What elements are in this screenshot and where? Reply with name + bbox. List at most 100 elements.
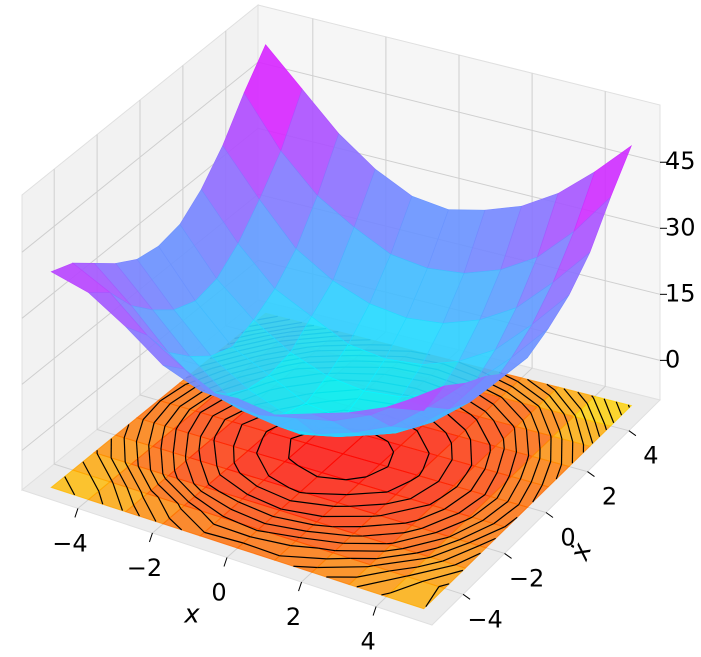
contour-line <box>256 437 264 454</box>
contour-line <box>112 482 124 511</box>
contour-line <box>527 378 550 396</box>
contour-line <box>470 413 477 421</box>
contour-line <box>456 473 467 488</box>
contour-line <box>385 498 411 505</box>
contour-line <box>164 477 189 503</box>
contour-line <box>199 460 210 485</box>
contour-line <box>469 526 505 544</box>
z-tick-label: 15 <box>665 279 696 307</box>
z-tick-label: 30 <box>665 213 696 241</box>
contour-line <box>133 504 141 517</box>
contour-line <box>454 552 481 566</box>
x-tick <box>148 532 153 543</box>
contour-line <box>299 491 307 494</box>
x-tick-label: 2 <box>286 603 301 631</box>
contour-line <box>447 536 450 538</box>
surface-cell <box>386 385 445 411</box>
contour-line <box>376 552 417 560</box>
contour-line <box>126 487 135 506</box>
x-tick <box>298 581 303 592</box>
contour-line <box>89 475 100 492</box>
contour-line <box>493 420 504 440</box>
contour-line <box>537 405 541 408</box>
contour-line <box>299 536 344 544</box>
contour-line <box>417 560 443 568</box>
contour-line <box>438 459 453 482</box>
contour-line <box>627 404 630 408</box>
contour-line <box>526 455 530 462</box>
contour-line <box>64 476 76 496</box>
contour-line <box>290 500 334 507</box>
contour-line <box>543 400 553 411</box>
contour-line <box>530 458 541 483</box>
contour-line <box>522 420 528 430</box>
contour-line <box>349 503 386 507</box>
contour-line <box>187 412 201 434</box>
contour-line <box>293 565 318 569</box>
contour-line <box>172 452 176 471</box>
contour-line <box>153 403 171 424</box>
contour-line <box>361 522 406 528</box>
contour-line <box>257 529 269 534</box>
contour-line <box>123 424 130 438</box>
contour-line <box>213 435 216 441</box>
y-tick <box>545 512 554 518</box>
contour-line <box>175 424 180 430</box>
contour-line <box>465 464 473 475</box>
contour-line <box>247 493 282 510</box>
contour-line <box>469 439 473 466</box>
contour-line <box>459 523 495 541</box>
contour-line <box>492 403 514 427</box>
contour-line <box>404 519 418 524</box>
contour-line <box>416 430 430 454</box>
contour-line <box>551 410 561 431</box>
contour-line <box>506 475 510 482</box>
contour-line <box>96 453 113 481</box>
contour-line <box>392 531 437 544</box>
contour-line <box>478 537 496 547</box>
contour-line <box>179 389 206 408</box>
contour-line <box>356 570 390 578</box>
contour-line <box>233 462 241 474</box>
contour-line <box>266 426 276 433</box>
contour-line <box>594 421 601 437</box>
contour-line <box>135 441 139 459</box>
contour-line <box>563 413 568 423</box>
contour-line <box>418 468 424 477</box>
contour-line <box>200 510 215 525</box>
contour-line <box>157 483 179 504</box>
contour-line <box>169 517 183 531</box>
contour-line <box>232 446 235 463</box>
contour-line <box>416 508 445 521</box>
contour-line <box>436 539 460 549</box>
contour-line <box>438 583 450 588</box>
contour-line <box>422 453 430 470</box>
y-tick-label: 0 <box>560 524 575 552</box>
contour-line <box>530 412 540 433</box>
contour-line <box>603 398 615 424</box>
contour-line <box>496 480 508 499</box>
contour-line <box>471 497 498 518</box>
contour-line <box>532 484 543 503</box>
contour-line <box>306 492 347 496</box>
contour-line <box>402 536 449 550</box>
contour-line <box>445 432 452 444</box>
contour-line <box>326 557 351 560</box>
contour-line <box>387 441 395 453</box>
contour-line <box>150 489 159 498</box>
contour-line <box>137 458 139 467</box>
contour-line <box>521 402 532 414</box>
contour-line <box>476 419 491 446</box>
contour-line <box>127 466 142 493</box>
contour-line <box>449 519 484 538</box>
contour-line <box>189 392 216 410</box>
contour-line <box>548 395 565 415</box>
contour-line <box>250 536 291 547</box>
contour-line <box>288 457 299 466</box>
contour-line <box>237 522 258 532</box>
contour-line <box>484 411 495 421</box>
contour-line <box>604 424 608 431</box>
y-tick-label: 2 <box>602 483 617 511</box>
contour-line <box>142 496 157 522</box>
contour-line <box>390 580 423 594</box>
